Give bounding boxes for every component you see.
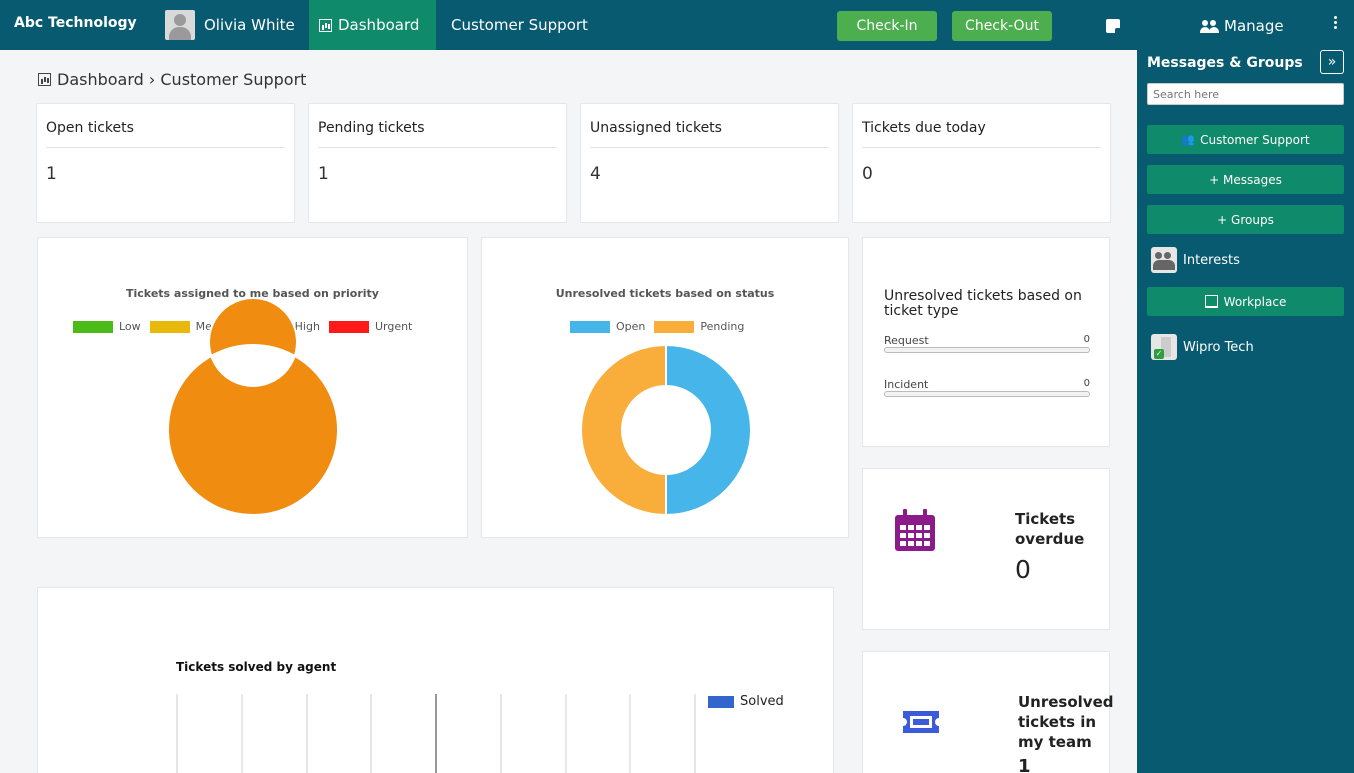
ticket-type-title: Unresolved tickets based on ticket type — [884, 288, 1082, 319]
legend-swatch — [654, 320, 695, 333]
calendar-icon — [895, 509, 935, 551]
overdue-value: 0 — [1015, 555, 1031, 584]
team-tickets-value: 1 — [1018, 756, 1031, 773]
dashboard-icon — [319, 18, 332, 32]
chart-title: Unresolved tickets based on status — [555, 287, 775, 300]
manage-label: Manage — [1224, 17, 1284, 35]
nav-customer-support[interactable]: Customer Support — [451, 16, 588, 34]
breadcrumb: Dashboard › Customer Support — [38, 70, 306, 89]
top-navbar: Abc Technology Olivia White Dashboard Cu… — [0, 0, 1354, 50]
nav-dashboard-label: Dashboard — [338, 16, 420, 34]
dashboard-icon — [38, 73, 51, 86]
building-icon — [1204, 295, 1218, 308]
user-name: Olivia White — [204, 16, 295, 34]
pie-slice-high[interactable] — [167, 297, 339, 516]
workplace-button[interactable]: Workplace — [1147, 287, 1344, 316]
sticky-note-icon[interactable] — [1106, 19, 1120, 33]
breadcrumb-text: Dashboard › Customer Support — [57, 70, 307, 89]
legend-item[interactable]: Urgent — [328, 320, 413, 333]
add-group-button[interactable]: + Groups — [1147, 205, 1344, 234]
stat-card-pending: Pending tickets 1 — [308, 103, 567, 223]
legend-label: Solved — [740, 694, 784, 709]
ticket-type-count: 0 — [1083, 378, 1090, 389]
team-tickets-label: Unresolved tickets in my team — [1018, 693, 1114, 751]
stat-card-unassigned: Unassigned tickets 4 — [580, 103, 839, 223]
legend-swatch — [570, 320, 610, 333]
stat-card-due-today: Tickets due today 0 — [852, 103, 1111, 223]
group-name: Interests — [1183, 252, 1240, 268]
group-label: Customer Support — [1200, 132, 1310, 147]
group-customer-support-button[interactable]: 👥 Customer Support — [1147, 125, 1344, 154]
stat-label: Open tickets — [46, 120, 134, 136]
ticket-type-row: Incident 0 — [884, 378, 1090, 397]
group-name: Wipro Tech — [1183, 339, 1254, 355]
legend-swatch — [708, 695, 734, 708]
ticket-type-card: Unresolved tickets based on ticket type … — [862, 237, 1110, 447]
solved-by-agent-card: Tickets solved by agent Solved — [37, 587, 834, 773]
add-message-button[interactable]: + Messages — [1147, 165, 1344, 194]
solved-bar-chart — [176, 694, 696, 773]
stat-label: Tickets due today — [862, 120, 986, 136]
search-input[interactable] — [1147, 83, 1344, 105]
group-avatar: ✓ — [1151, 334, 1177, 360]
stat-label: Pending tickets — [318, 120, 425, 136]
legend-swatch — [73, 320, 113, 333]
chart-legend: Open Pending — [570, 320, 753, 333]
pie-slice-open[interactable] — [665, 343, 752, 517]
legend-item[interactable]: Low — [73, 320, 141, 333]
legend-label: Urgent — [374, 320, 413, 333]
brand-name[interactable]: Abc Technology — [14, 15, 137, 31]
users-icon — [1200, 19, 1219, 33]
workplace-label: Workplace — [1223, 294, 1287, 309]
ticket-type-count: 0 — [1083, 334, 1090, 345]
overdue-label: Tickets overdue — [1015, 510, 1085, 548]
chart-legend: LowMediumHighUrgent — [73, 320, 421, 333]
priority-donut-chart — [167, 297, 339, 516]
pie-slice-pending[interactable] — [580, 343, 667, 517]
chart-legend: Solved — [708, 694, 784, 709]
legend-label: High — [294, 320, 320, 333]
panel-title: Messages & Groups — [1147, 55, 1303, 71]
group-wipro-tech[interactable]: ✓ Wipro Tech — [1151, 334, 1254, 360]
ticket-type-progress — [884, 391, 1090, 397]
priority-chart-card: Tickets assigned to me based on priority… — [37, 237, 468, 538]
legend-item[interactable]: Open — [570, 320, 645, 333]
stat-value: 1 — [46, 164, 57, 184]
group-avatar — [1151, 247, 1177, 273]
team-tickets-card: Unresolved tickets in my team 1 — [862, 651, 1114, 773]
legend-swatch — [149, 320, 190, 333]
manage-menu[interactable]: Manage — [1200, 17, 1284, 35]
ticket-icon — [903, 711, 939, 733]
stat-card-open: Open tickets 1 — [36, 103, 295, 223]
ticket-type-label: Request — [884, 334, 929, 347]
legend-swatch — [328, 320, 369, 333]
avatar — [165, 10, 195, 40]
ticket-type-row: Request 0 — [884, 334, 1090, 353]
overdue-card: Tickets overdue 0 — [862, 468, 1110, 630]
legend-label: Low — [119, 320, 141, 333]
nav-dashboard[interactable]: Dashboard — [309, 0, 436, 50]
chart-title: Tickets assigned to me based on priority — [126, 287, 379, 300]
more-options-icon[interactable] — [1334, 16, 1338, 30]
collapse-panel-button[interactable]: » — [1320, 50, 1344, 74]
ticket-type-label: Incident — [884, 378, 929, 391]
stat-value: 4 — [590, 164, 601, 184]
stat-label: Unassigned tickets — [590, 120, 722, 136]
status-donut-chart — [580, 343, 752, 517]
ticket-type-progress — [884, 347, 1090, 353]
user-menu[interactable]: Olivia White — [165, 10, 295, 40]
group-interests[interactable]: Interests — [1151, 247, 1240, 273]
stat-value: 0 — [862, 164, 873, 184]
legend-label: Pending — [700, 320, 745, 333]
stat-value: 1 — [318, 164, 329, 184]
status-chart-card: Unresolved tickets based on status Open P… — [481, 237, 849, 538]
messages-groups-panel: Messages & Groups » 👥 Customer Support +… — [1137, 50, 1354, 773]
legend-label: Open — [616, 320, 646, 333]
legend-item[interactable]: Pending — [654, 320, 744, 333]
check-out-button[interactable]: Check-Out — [952, 11, 1052, 41]
check-in-button[interactable]: Check-In — [837, 11, 937, 41]
chart-title: Tickets solved by agent — [176, 660, 337, 674]
users-icon: 👥 — [1181, 133, 1196, 146]
